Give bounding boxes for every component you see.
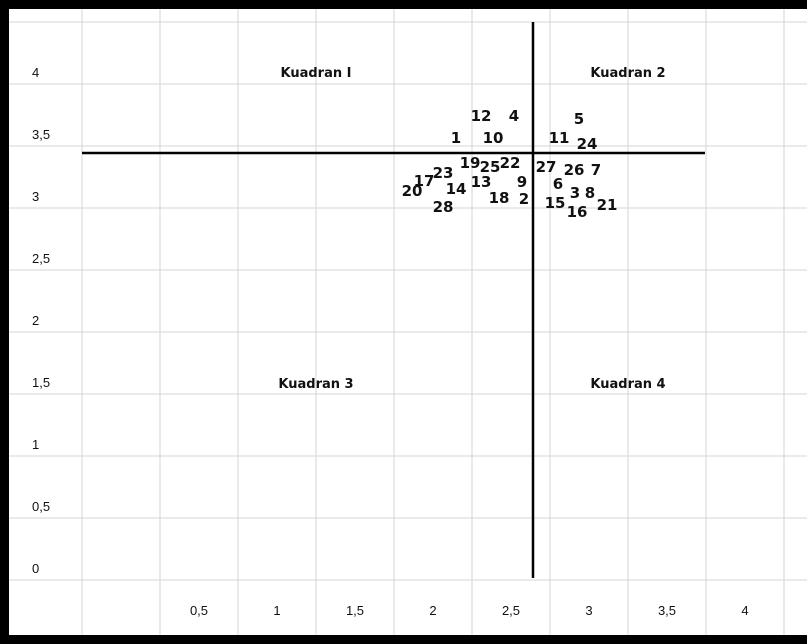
point-label: 10 — [483, 129, 504, 147]
point-label: 3 — [570, 184, 580, 202]
quadrant-label: Kuadran I — [281, 66, 352, 81]
point-label: 26 — [564, 161, 585, 179]
quadrant-label: Kuadran 2 — [590, 66, 665, 81]
point-label: 6 — [553, 175, 563, 193]
point-label: 14 — [446, 180, 467, 198]
y-tick-label: 1 — [32, 437, 39, 452]
x-tick-label: 1,5 — [346, 603, 364, 618]
y-tick-label: 1,5 — [32, 375, 50, 390]
x-tick-label: 2 — [429, 603, 436, 618]
point-label: 16 — [567, 203, 588, 221]
point-label: 8 — [585, 184, 595, 202]
point-label: 7 — [591, 161, 601, 179]
point-label: 11 — [549, 129, 570, 147]
y-tick-label: 3 — [32, 189, 39, 204]
y-tick-label: 2,5 — [32, 251, 50, 266]
point-label: 1 — [451, 129, 461, 147]
quadrant-label: Kuadran 3 — [278, 377, 353, 392]
point-label: 17 — [414, 172, 435, 190]
point-label: 23 — [433, 164, 454, 182]
y-tick-label: 0,5 — [32, 499, 50, 514]
x-tick-label: 1 — [273, 603, 280, 618]
point-label: 21 — [597, 196, 618, 214]
y-tick-label: 4 — [32, 65, 39, 80]
point-label: 28 — [433, 198, 454, 216]
point-label: 24 — [577, 135, 598, 153]
point-label: 9 — [517, 173, 527, 191]
x-tick-label: 3,5 — [658, 603, 676, 618]
point-label: 2 — [519, 190, 529, 208]
y-tick-label: 3,5 — [32, 127, 50, 142]
point-label: 15 — [545, 194, 566, 212]
x-tick-label: 2,5 — [502, 603, 520, 618]
point-label: 13 — [471, 173, 492, 191]
x-tick-label: 4 — [741, 603, 748, 618]
y-tick-label: 0 — [32, 561, 39, 576]
point-label: 25 — [480, 158, 501, 176]
point-label: 20 — [402, 182, 423, 200]
point-label: 4 — [509, 107, 519, 125]
point-label: 12 — [471, 107, 492, 125]
y-tick-label: 2 — [32, 313, 39, 328]
x-tick-label: 3 — [585, 603, 592, 618]
point-label: 19 — [460, 154, 481, 172]
point-label: 22 — [500, 154, 521, 172]
point-label: 27 — [536, 158, 557, 176]
quadrant-label: Kuadran 4 — [590, 377, 665, 392]
point-label: 5 — [574, 110, 584, 128]
point-label: 18 — [489, 189, 510, 207]
x-tick-label: 0,5 — [190, 603, 208, 618]
